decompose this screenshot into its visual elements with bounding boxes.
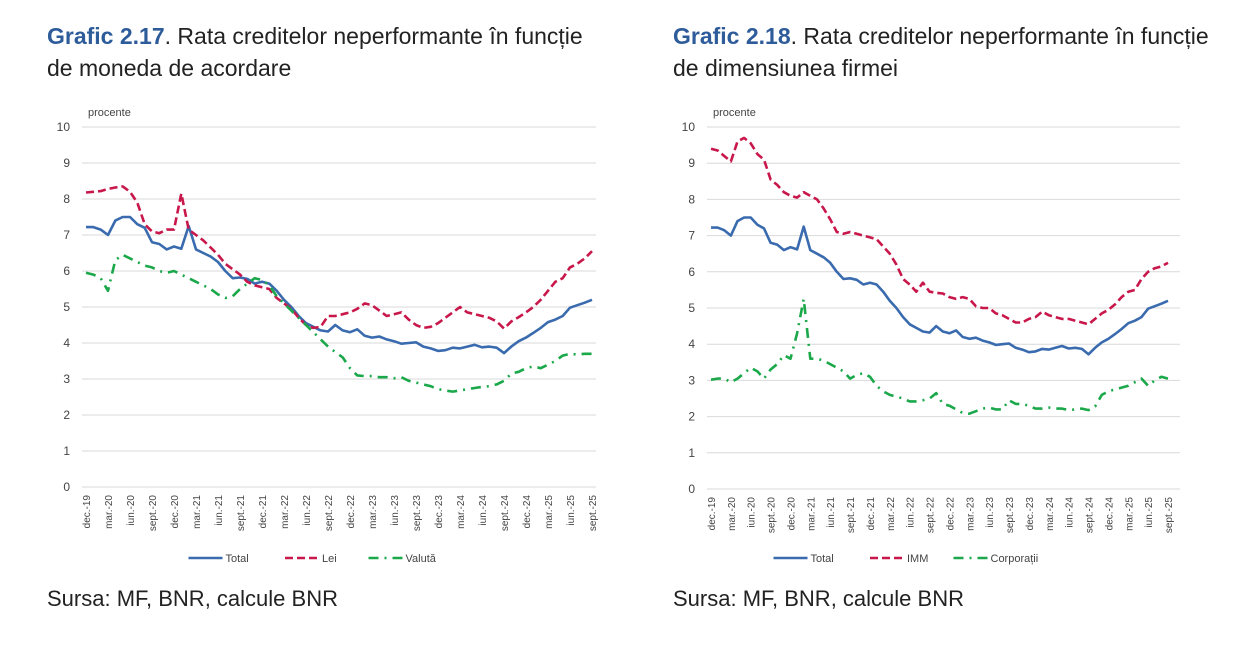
x-tick-label: iun.-20 — [747, 497, 758, 528]
chart-number: Grafic 2.18 — [673, 23, 791, 49]
chart-title-2-17: Grafic 2.17. Rata creditelor neperforman… — [47, 20, 607, 84]
x-tick-label: sept.-21 — [846, 497, 857, 534]
y-tick-label: 8 — [688, 192, 695, 206]
source-note: Sursa: MF, BNR, calcule BNR — [47, 586, 338, 611]
series-line-corporaii — [710, 297, 1169, 415]
y-tick-label: 10 — [682, 120, 696, 134]
x-tick-label: mar.-21 — [806, 497, 817, 531]
y-tick-label: 1 — [688, 446, 695, 460]
y-tick-label: 4 — [688, 337, 695, 351]
x-tick-label: sept.-20 — [148, 495, 159, 532]
x-tick-label: dec.-23 — [434, 495, 445, 529]
x-tick-label: sept.-24 — [500, 495, 511, 532]
legend-label: Corporații — [991, 553, 1039, 565]
x-tick-label: iun.-21 — [214, 495, 225, 526]
x-tick-label: dec.-21 — [258, 495, 269, 529]
y-tick-label: 4 — [63, 336, 70, 350]
x-tick-label: mar.-24 — [1045, 497, 1056, 531]
chart-number: Grafic 2.17 — [47, 23, 165, 49]
chart-title-text: . Rata creditelor neperformante în funcț… — [673, 23, 1209, 81]
y-axis-label: procente — [713, 107, 756, 119]
series-line-lei — [85, 185, 593, 330]
x-tick-label: mar.-23 — [368, 495, 379, 529]
chart-npl-by-currency: procente 0 1 2 3 4 5 6 7 8 9 10 dec.-19 mar.-20 iun.-2… — [57, 107, 599, 565]
x-tick-label: sept.-22 — [324, 495, 335, 532]
y-tick-label: 10 — [57, 120, 71, 134]
chart-title-text: . Rata creditelor neperformante în funcț… — [47, 23, 583, 81]
x-tick-label: iun.-24 — [1065, 497, 1076, 528]
x-tick-label: mar.-25 — [1124, 497, 1135, 531]
x-tick-label: dec.-24 — [1104, 497, 1115, 531]
y-tick-label: 2 — [63, 408, 70, 422]
x-tick-label: mar.-24 — [456, 495, 467, 529]
y-tick-label: 2 — [688, 410, 695, 424]
x-tick-label: dec.-22 — [346, 495, 357, 529]
series-line-valut — [85, 253, 592, 393]
x-tick-label: dec.-19 — [707, 497, 718, 531]
x-tick-label: sept.-25 — [588, 495, 599, 532]
y-tick-label: 9 — [688, 156, 695, 170]
y-tick-label: 7 — [63, 228, 70, 242]
x-tick-label: iun.-22 — [906, 497, 917, 528]
x-tick-label: dec.-24 — [522, 495, 533, 529]
x-tick-label: iun.-23 — [985, 497, 996, 528]
x-tick-label: sept.-21 — [236, 495, 247, 532]
y-tick-label: 3 — [688, 373, 695, 387]
x-tick-label: iun.-23 — [390, 495, 401, 526]
x-tick-label: sept.-25 — [1164, 497, 1175, 534]
x-tick-label: dec.-23 — [1025, 497, 1036, 531]
series-line-total — [711, 216, 1169, 356]
x-tick-label: mar.-21 — [192, 495, 203, 529]
x-tick-label: mar.-20 — [727, 497, 738, 531]
x-tick-label: iun.-24 — [478, 495, 489, 526]
y-tick-label: 3 — [63, 372, 70, 386]
y-tick-label: 5 — [688, 301, 695, 315]
x-tick-label: sept.-20 — [767, 497, 778, 534]
chart-npl-by-firm-size: procente 0 1 2 3 4 5 6 7 8 9 10 dec.-19 mar.-20 iun.-2… — [682, 107, 1180, 565]
series-line-imm — [710, 136, 1169, 326]
x-tick-label: mar.-25 — [544, 495, 555, 529]
legend-label: Total — [226, 553, 249, 565]
x-tick-label: mar.-20 — [104, 495, 115, 529]
x-tick-label: sept.-23 — [412, 495, 423, 532]
x-tick-label: sept.-22 — [926, 497, 937, 534]
x-tick-label: dec.-20 — [786, 497, 797, 531]
x-tick-label: sept.-23 — [1005, 497, 1016, 534]
legend-label: Lei — [322, 553, 337, 565]
y-axis-label: procente — [88, 107, 131, 119]
y-tick-label: 6 — [63, 264, 70, 278]
x-tick-label: iun.-25 — [1144, 497, 1155, 528]
y-tick-label: 9 — [63, 156, 70, 170]
x-tick-label: dec.-19 — [82, 495, 93, 529]
y-tick-label: 7 — [688, 229, 695, 243]
y-tick-label: 5 — [63, 300, 70, 314]
series-line-total — [86, 215, 593, 355]
y-tick-label: 8 — [63, 192, 70, 206]
x-tick-label: iun.-25 — [566, 495, 577, 526]
y-tick-label: 1 — [63, 444, 70, 458]
legend-label: Valută — [406, 553, 437, 565]
x-tick-label: mar.-22 — [886, 497, 897, 531]
x-tick-label: iun.-20 — [126, 495, 137, 526]
x-tick-label: iun.-21 — [826, 497, 837, 528]
chart-title-2-18: Grafic 2.18. Rata creditelor neperforman… — [673, 20, 1233, 84]
y-tick-label: 0 — [688, 482, 695, 496]
x-tick-label: dec.-21 — [866, 497, 877, 531]
x-tick-label: dec.-20 — [170, 495, 181, 529]
legend-label: IMM — [907, 553, 928, 565]
x-tick-label: sept.-24 — [1085, 497, 1096, 534]
y-tick-label: 6 — [688, 265, 695, 279]
x-tick-label: mar.-22 — [280, 495, 291, 529]
x-tick-label: dec.-22 — [945, 497, 956, 531]
source-note: Sursa: MF, BNR, calcule BNR — [673, 586, 964, 611]
y-tick-label: 0 — [63, 480, 70, 494]
x-tick-label: iun.-22 — [302, 495, 313, 526]
x-tick-label: mar.-23 — [965, 497, 976, 531]
legend-label: Total — [811, 553, 834, 565]
